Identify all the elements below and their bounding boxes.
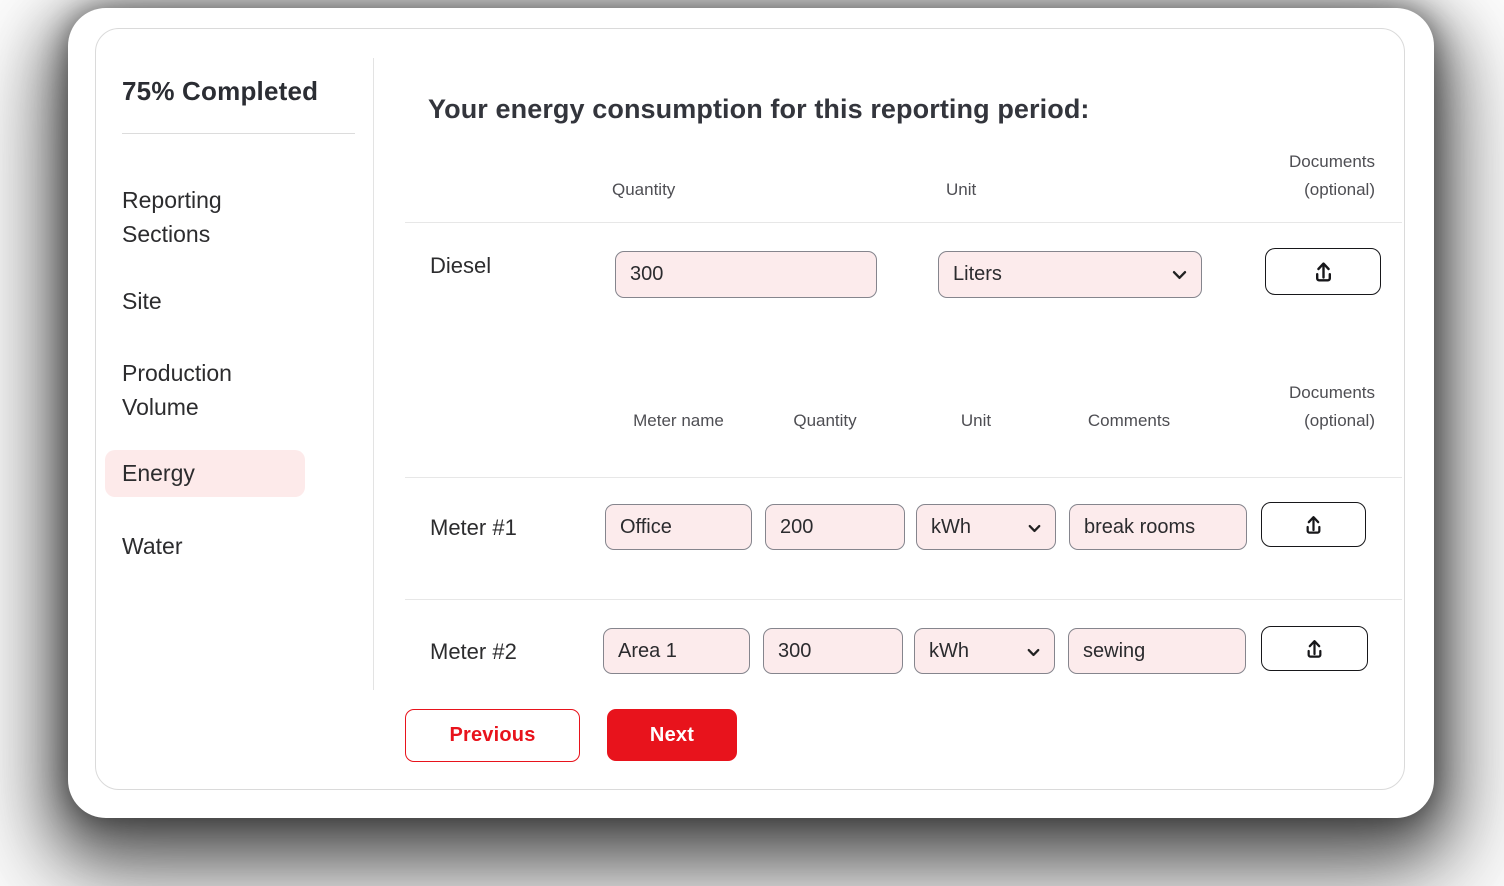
- meter2-upload-documents-button[interactable]: [1261, 626, 1368, 671]
- fuel-col-unit: Unit: [946, 180, 977, 199]
- meter2-quantity-input[interactable]: [763, 628, 903, 674]
- sidebar-item-water[interactable]: Water: [122, 533, 183, 559]
- meter2-unit-value: kWh: [929, 639, 969, 662]
- sidebar-item-reporting-sections[interactable]: Reporting Sections: [122, 187, 222, 247]
- fuel-col-documents-line2: (optional): [1304, 180, 1375, 199]
- meter-table-divider-2: [405, 599, 1402, 600]
- chevron-down-icon: [1172, 263, 1187, 286]
- meter-col-documents-line1: Documents: [1289, 383, 1375, 402]
- meter-table-divider-1: [405, 477, 1402, 478]
- meter1-upload-documents-button[interactable]: [1261, 502, 1366, 547]
- sidebar-item-energy-active[interactable]: Energy: [105, 450, 305, 497]
- meter1-name-input[interactable]: [605, 504, 752, 550]
- sidebar-item-site[interactable]: Site: [122, 288, 162, 314]
- meter2-comments-input[interactable]: [1068, 628, 1246, 674]
- chevron-down-icon: [1027, 640, 1040, 663]
- chevron-down-icon: [1028, 516, 1041, 539]
- meter-col-documents: Documents (optional): [1215, 379, 1375, 435]
- meter1-unit-value: kWh: [931, 515, 971, 538]
- upload-icon: [1302, 636, 1327, 661]
- fuel-col-quantity: Quantity: [612, 180, 676, 199]
- meter-col-quantity: Quantity: [793, 411, 857, 430]
- diesel-unit-select[interactable]: Liters: [938, 251, 1202, 298]
- sidebar-divider: [122, 133, 355, 134]
- previous-button[interactable]: Previous: [405, 709, 580, 762]
- sidebar-item-production-volume[interactable]: Production Volume: [122, 360, 232, 420]
- next-button[interactable]: Next: [607, 709, 737, 761]
- upload-icon: [1301, 512, 1326, 537]
- diesel-quantity-input[interactable]: [615, 251, 877, 298]
- progress-label: 75% Completed: [122, 76, 319, 106]
- meter-row-label: Meter #2: [430, 639, 517, 664]
- diesel-unit-value: Liters: [953, 263, 1002, 285]
- page-title: Your energy consumption for this reporti…: [428, 94, 1090, 124]
- meter-col-unit: Unit: [960, 411, 992, 430]
- sidebar-vertical-divider: [373, 58, 374, 690]
- upload-icon: [1310, 258, 1337, 285]
- meter1-unit-select[interactable]: kWh: [916, 504, 1056, 550]
- meter1-comments-input[interactable]: [1069, 504, 1247, 550]
- fuel-row-label: Diesel: [430, 253, 492, 278]
- meter2-name-input[interactable]: [603, 628, 750, 674]
- sidebar-item-energy-label: Energy: [122, 460, 195, 486]
- meter-row-label: Meter #1: [430, 515, 517, 540]
- meter-col-name: Meter name: [633, 411, 724, 430]
- fuel-col-documents: Documents (optional): [1215, 148, 1375, 204]
- meter1-quantity-input[interactable]: [765, 504, 905, 550]
- fuel-col-documents-line1: Documents: [1289, 152, 1375, 171]
- fuel-table-divider: [405, 222, 1402, 223]
- meter-col-comments: Comments: [1087, 411, 1171, 430]
- meter2-unit-select[interactable]: kWh: [914, 628, 1055, 674]
- meter-col-documents-line2: (optional): [1304, 411, 1375, 430]
- diesel-upload-documents-button[interactable]: [1265, 248, 1381, 295]
